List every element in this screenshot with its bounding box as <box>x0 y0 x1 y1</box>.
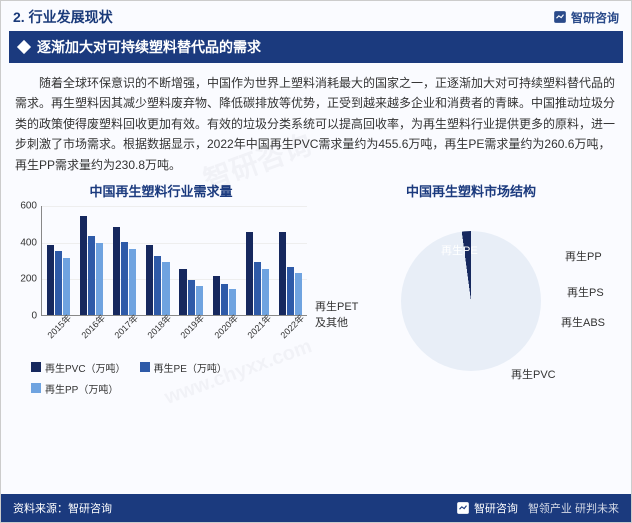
charts-row: 中国再生塑料行业需求量 0 200 400 600 2015年2016年2017年20… <box>1 181 631 396</box>
bar <box>113 227 120 315</box>
bar <box>287 267 294 315</box>
bar <box>121 242 128 315</box>
bar-group <box>80 216 103 315</box>
report-page: 智研咨询 www.chyxx.com 2. 行业发展现状 智研咨询 逐渐加大对可… <box>0 0 632 523</box>
pie-chart-box: 中国再生塑料市场结构 再生PET及其他再生PE再生PP再生PS再生ABS再生PV… <box>321 181 621 396</box>
subheader-bar: 逐渐加大对可持续塑料替代品的需求 <box>9 31 623 63</box>
legend-item: 再生PE（万吨） <box>140 360 227 375</box>
y-tick: 200 <box>20 274 37 285</box>
pie-label: 再生PE <box>441 242 478 258</box>
y-tick: 600 <box>20 200 37 211</box>
subheader-title: 逐渐加大对可持续塑料替代品的需求 <box>37 37 261 57</box>
bar <box>246 232 253 315</box>
y-tick: 400 <box>20 237 37 248</box>
bar <box>129 249 136 315</box>
brand-name: 智研咨询 <box>571 9 619 26</box>
legend-swatch <box>140 362 150 372</box>
footer-brand-name: 智研咨询 <box>474 500 518 516</box>
bar <box>47 245 54 315</box>
bar-group <box>47 245 70 315</box>
bar <box>55 251 62 315</box>
bar <box>179 269 186 315</box>
footer-source: 资料来源：智研咨询 <box>13 500 112 516</box>
bar <box>96 243 103 315</box>
pie-label: 再生PET及其他 <box>315 298 358 330</box>
footer-slogan: 智领产业 研判未来 <box>528 500 619 516</box>
legend-item: 再生PVC（万吨） <box>31 360 126 375</box>
x-axis-labels: 2015年2016年2017年2018年2019年2020年2021年2022年 <box>41 318 307 356</box>
bar <box>279 232 286 315</box>
bar-chart-box: 中国再生塑料行业需求量 0 200 400 600 2015年2016年2017年20… <box>11 181 311 396</box>
pie-label: 再生ABS <box>561 314 605 330</box>
brand-icon <box>553 10 567 24</box>
legend-item: 再生PP（万吨） <box>31 381 118 396</box>
section-title-text: 行业发展现状 <box>29 9 113 25</box>
pie-chart: 再生PET及其他再生PE再生PP再生PS再生ABS再生PVC <box>321 206 621 396</box>
bar <box>188 280 195 315</box>
section-heading: 2. 行业发展现状 <box>13 7 553 27</box>
bar <box>221 284 228 315</box>
legend-label: 再生PVC（万吨） <box>45 360 126 375</box>
pie-label: 再生PP <box>565 248 602 264</box>
bar <box>295 273 302 315</box>
bar-group <box>246 232 269 315</box>
bar <box>154 256 161 315</box>
page-header: 2. 行业发展现状 智研咨询 <box>1 1 631 31</box>
bar-group <box>279 232 302 315</box>
bar-group <box>113 227 136 315</box>
brand-logo: 智研咨询 <box>553 9 619 26</box>
bar-group <box>179 269 202 315</box>
bar-legend: 再生PVC（万吨） 再生PE（万吨） 再生PP（万吨） <box>11 356 311 396</box>
footer-brand-icon <box>456 501 470 515</box>
bar-chart: 0200400600 2015年2016年2017年2018年2019年2020… <box>11 206 311 356</box>
legend-swatch <box>31 362 41 372</box>
page-footer: 资料来源：智研咨询 智研咨询 智领产业 研判未来 <box>1 494 631 522</box>
section-number: 2. <box>13 9 25 25</box>
grid-line <box>42 206 307 207</box>
bar <box>162 262 169 315</box>
legend-swatch <box>31 383 41 393</box>
bar-group <box>146 245 169 315</box>
body-paragraph: 随着全球环保意识的不断增强，中国作为世界上塑料消耗最大的国家之一，正逐渐加大对可… <box>1 63 631 181</box>
bar <box>80 216 87 315</box>
legend-label: 再生PE（万吨） <box>154 360 227 375</box>
bar <box>262 269 269 315</box>
bar <box>63 258 70 315</box>
footer-brand: 智研咨询 智领产业 研判未来 <box>456 500 619 516</box>
pie-label: 再生PS <box>567 284 604 300</box>
bar-chart-title: 中国再生塑料行业需求量 <box>11 181 311 200</box>
bar-plot-area <box>41 206 307 316</box>
legend-label: 再生PP（万吨） <box>45 381 118 396</box>
diamond-icon <box>17 40 31 54</box>
bar <box>146 245 153 315</box>
bar <box>254 262 261 315</box>
bar <box>213 276 220 315</box>
bar-group <box>213 276 236 315</box>
bar <box>88 236 95 315</box>
pie-chart-title: 中国再生塑料市场结构 <box>321 181 621 200</box>
y-axis: 0200400600 <box>11 206 39 316</box>
y-tick: 0 <box>31 310 37 321</box>
pie-label: 再生PVC <box>511 366 556 382</box>
